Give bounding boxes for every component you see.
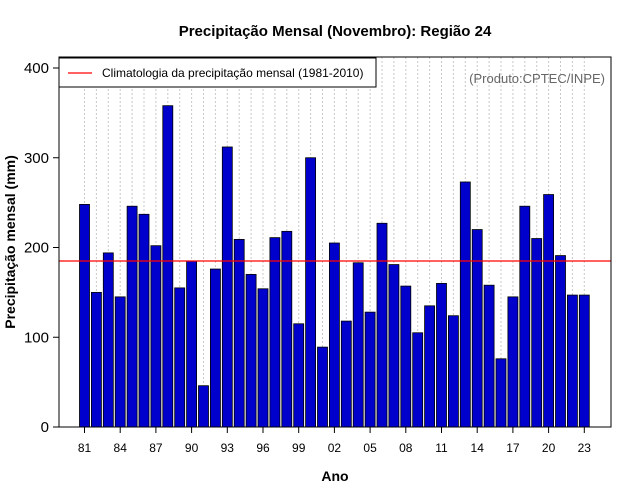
plot-frame — [58, 56, 612, 428]
y-tick-label: 0 — [41, 419, 49, 436]
bar-1986 — [138, 213, 150, 428]
legend-box — [58, 57, 377, 88]
bar-2002 — [328, 242, 340, 428]
x-tick-label: 20 — [542, 441, 556, 455]
bar-1995 — [245, 274, 257, 428]
bar-1996 — [257, 288, 269, 428]
bar-2023 — [578, 294, 590, 428]
bar-1982 — [91, 291, 102, 428]
bar-2016 — [495, 358, 507, 428]
y-axis-label: Precipitação mensal (mm) — [2, 155, 18, 329]
bar-2015 — [483, 284, 495, 428]
bar-2013 — [459, 181, 471, 428]
bar-2009 — [412, 332, 424, 428]
bar-2010 — [424, 305, 436, 428]
bar-2018 — [519, 205, 531, 428]
y-tick-label: 300 — [24, 150, 49, 167]
x-tick-label: 14 — [471, 441, 485, 455]
bar-2011 — [436, 282, 447, 428]
bar-2022 — [567, 294, 578, 428]
bar-1981 — [79, 204, 90, 428]
x-tick-label: 84 — [114, 441, 128, 455]
x-tick-label: 02 — [328, 441, 342, 455]
bar-1994 — [233, 239, 245, 428]
x-axis-label: Ano — [321, 468, 348, 484]
bar-2006 — [376, 222, 388, 428]
bar-1990 — [186, 260, 198, 428]
bar-1991 — [198, 385, 209, 428]
bar-2005 — [364, 311, 376, 428]
bar-2017 — [507, 296, 519, 428]
x-axis: 81 84 87 90 93 96 99 02 05 08 11 14 17 20 23 — [78, 427, 591, 455]
x-tick-label: 99 — [292, 441, 306, 455]
bar-1993 — [221, 146, 233, 428]
bar-2012 — [447, 315, 459, 428]
bar-1989 — [174, 287, 186, 428]
bar-2019 — [531, 238, 543, 428]
bar-2000 — [305, 157, 317, 428]
bar-1985 — [126, 205, 138, 428]
x-tick-label: 05 — [363, 441, 377, 455]
bar-1987 — [150, 245, 162, 428]
y-tick-label: 400 — [24, 60, 49, 77]
x-tick-label: 96 — [256, 441, 270, 455]
bar-2021 — [555, 255, 566, 428]
bar-2008 — [400, 285, 412, 428]
credit-label: (Produto:CPTEC/INPE) — [469, 71, 605, 86]
x-tick-label: 08 — [399, 441, 413, 455]
bar-2003 — [340, 320, 352, 428]
x-tick-label: 90 — [185, 441, 199, 455]
bar-1983 — [102, 252, 114, 428]
bar-2007 — [388, 264, 400, 428]
bar-1992 — [209, 268, 221, 428]
bar-series — [79, 105, 590, 428]
bar-2014 — [471, 229, 483, 428]
legend-label-climatology: Climatologia da precipitação mensal (198… — [102, 66, 363, 80]
legend: Climatologia da precipitação mensal (198… — [58, 57, 377, 88]
y-axis: 0 100 200 300 400 — [24, 60, 59, 436]
bar-2020 — [543, 194, 554, 428]
bar-1997 — [269, 237, 281, 428]
x-tick-label: 93 — [221, 441, 235, 455]
x-tick-label: 23 — [578, 441, 592, 455]
bar-2001 — [317, 346, 328, 428]
y-tick-label: 100 — [24, 329, 49, 346]
bar-1999 — [293, 323, 305, 428]
bar-1988 — [162, 105, 174, 428]
x-tick-label: 17 — [506, 441, 520, 455]
x-tick-label: 87 — [149, 441, 163, 455]
x-tick-label: 11 — [435, 441, 448, 455]
bar-1984 — [114, 296, 126, 428]
bar-2004 — [352, 262, 364, 428]
x-tick-label: 81 — [78, 441, 92, 455]
chart-title: Precipitação Mensal (Novembro): Região 2… — [179, 23, 492, 40]
y-tick-label: 200 — [24, 240, 49, 257]
